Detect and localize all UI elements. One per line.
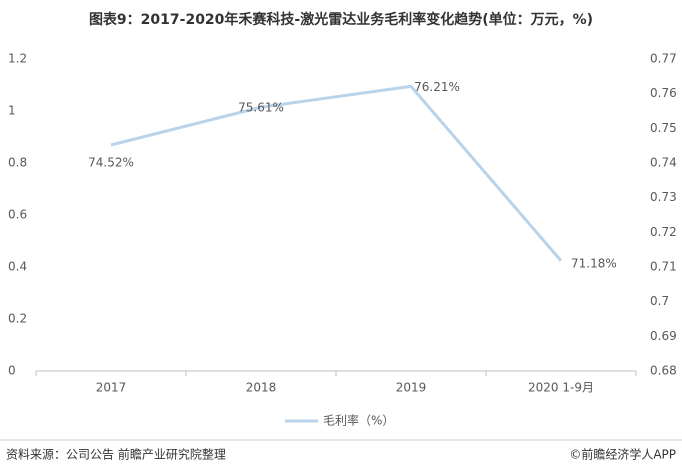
y2-tick-label: 0.71 — [650, 260, 677, 274]
y2-tick-label: 0.77 — [650, 52, 677, 66]
chart-title: 图表9：2017-2020年禾赛科技-激光雷达业务毛利率变化趋势(单位：万元，%… — [89, 11, 593, 28]
data-label: 76.21% — [414, 80, 460, 94]
y2-tick-label: 0.74 — [650, 156, 677, 170]
legend-label: 毛利率（%） — [323, 413, 394, 428]
x-tick-label: 2018 — [246, 381, 277, 395]
y2-tick-label: 0.72 — [650, 225, 677, 239]
y-tick-label: 0 — [8, 364, 16, 378]
source: 资料来源：公司公告 前瞻产业研究院整理 — [6, 447, 226, 462]
y-tick-label: 0.2 — [8, 312, 27, 326]
data-label: 74.52% — [88, 155, 134, 169]
data-label: 71.18% — [571, 256, 617, 270]
y-tick-label: 1 — [8, 104, 16, 118]
y2-tick-label: 0.68 — [650, 364, 677, 378]
x-tick-label: 2020 1-9月 — [528, 381, 594, 395]
data-label: 75.61% — [238, 101, 284, 115]
series-line — [110, 84, 563, 262]
x-tick-label: 2019 — [396, 381, 427, 395]
y-tick-label: 0.6 — [8, 208, 27, 222]
y2-tick-label: 0.73 — [650, 190, 677, 204]
credit: ©前瞻经济学人APP — [569, 447, 676, 462]
y2-tick-label: 0.75 — [650, 121, 677, 135]
y2-tick-label: 0.69 — [650, 329, 677, 343]
y2-tick-label: 0.7 — [650, 294, 669, 308]
y-tick-label: 0.4 — [8, 260, 27, 274]
x-tick-label: 2017 — [96, 381, 127, 395]
y2-tick-label: 0.76 — [650, 86, 677, 100]
y-tick-label: 1.2 — [8, 52, 27, 66]
y-tick-label: 0.8 — [8, 156, 27, 170]
